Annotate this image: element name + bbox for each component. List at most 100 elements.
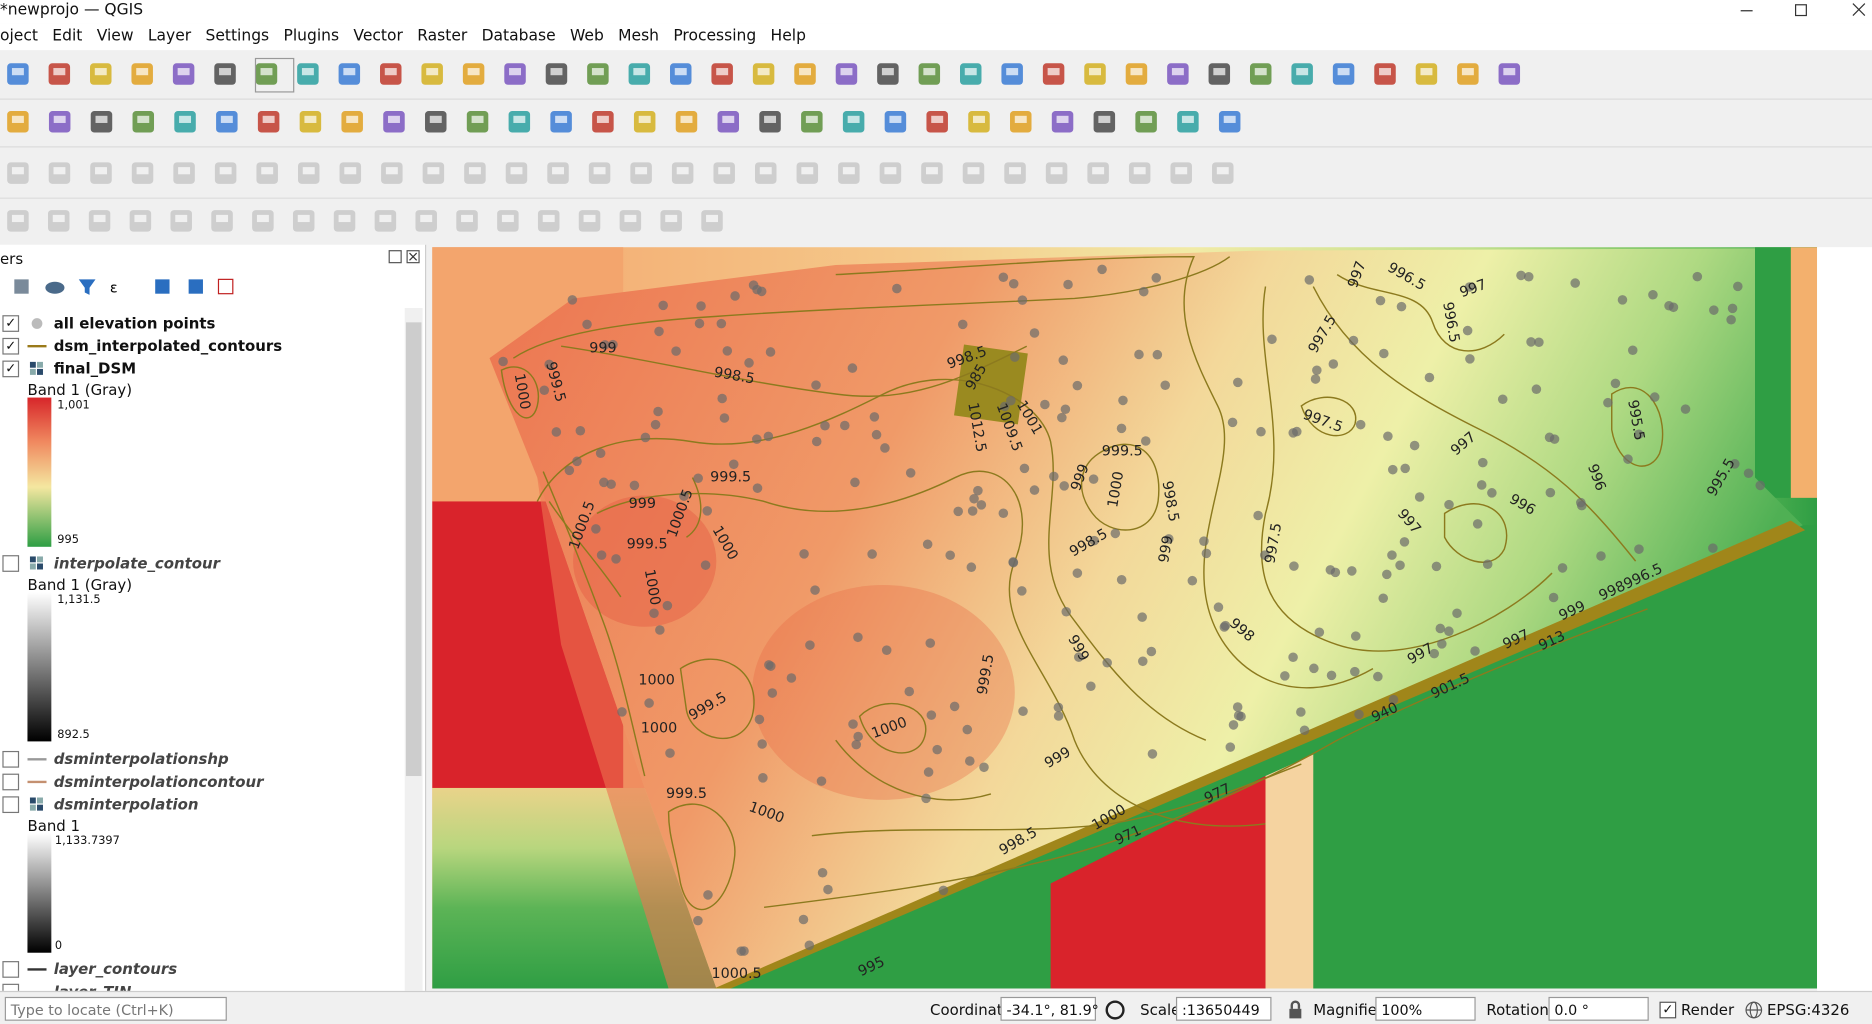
toolbar-button[interactable]: [48, 162, 71, 184]
elevation-point[interactable]: [748, 280, 759, 290]
elevation-point[interactable]: [1304, 275, 1315, 285]
elevation-point[interactable]: [1137, 612, 1147, 622]
toolbar-button[interactable]: [578, 210, 601, 232]
elevation-point[interactable]: [1350, 631, 1361, 641]
elevation-point[interactable]: [756, 286, 767, 297]
toolbar-button[interactable]: [505, 162, 528, 184]
elevation-point[interactable]: [551, 427, 562, 437]
elevation-point[interactable]: [1063, 279, 1073, 290]
elevation-point[interactable]: [700, 560, 711, 570]
elevation-point[interactable]: [640, 432, 651, 443]
elevation-point[interactable]: [798, 914, 809, 925]
toolbar-button[interactable]: [759, 111, 781, 133]
elevation-point[interactable]: [1116, 574, 1127, 585]
elevation-point[interactable]: [1312, 365, 1322, 375]
toolbar-button[interactable]: [1125, 63, 1148, 85]
elevation-point[interactable]: [1617, 295, 1628, 305]
elevation-point[interactable]: [575, 425, 586, 436]
elevation-point[interactable]: [752, 434, 762, 444]
elevation-point[interactable]: [850, 477, 860, 488]
toolbar-button[interactable]: [670, 63, 692, 85]
locator-field[interactable]: Type to locate (Ctrl+K): [4, 996, 227, 1021]
toolbar-button[interactable]: [497, 210, 519, 232]
elevation-point[interactable]: [811, 436, 822, 447]
toolbar-button[interactable]: [752, 63, 775, 85]
elevation-point[interactable]: [880, 443, 890, 453]
elevation-point[interactable]: [702, 506, 713, 516]
toolbar-button[interactable]: [292, 210, 315, 232]
toolbar-button[interactable]: [1218, 111, 1241, 133]
magnifier-field[interactable]: 100%: [1375, 996, 1476, 1021]
elevation-point[interactable]: [679, 491, 689, 501]
toolbar-button[interactable]: [90, 63, 112, 85]
toolbar-button[interactable]: [1084, 63, 1106, 85]
elevation-point[interactable]: [1516, 270, 1526, 281]
toolbar-button[interactable]: [1128, 162, 1151, 184]
elevation-point[interactable]: [1462, 325, 1473, 336]
toolbar-button[interactable]: [464, 162, 486, 184]
toolbar-button[interactable]: [211, 210, 233, 232]
elevation-point[interactable]: [498, 356, 508, 367]
toolbar-button[interactable]: [1167, 63, 1189, 85]
elevation-point[interactable]: [654, 326, 664, 337]
elevation-point[interactable]: [717, 393, 727, 404]
toolbar-button[interactable]: [421, 63, 443, 85]
toolbar-button[interactable]: [545, 63, 568, 85]
elevation-point[interactable]: [1116, 423, 1127, 434]
elevation-point[interactable]: [962, 724, 973, 735]
toolbar-button[interactable]: [90, 162, 112, 184]
toolbar-button[interactable]: [90, 111, 113, 133]
elevation-point[interactable]: [1755, 480, 1766, 491]
elevation-point[interactable]: [1110, 528, 1121, 539]
panel-toolbar[interactable]: ε: [0, 276, 251, 300]
elevation-point[interactable]: [730, 291, 740, 301]
elevation-point[interactable]: [728, 459, 739, 470]
elevation-point[interactable]: [1232, 702, 1243, 712]
elevation-point[interactable]: [1138, 656, 1148, 667]
elevation-point[interactable]: [867, 549, 877, 559]
elevation-point[interactable]: [851, 739, 862, 750]
toolbar-button[interactable]: [48, 63, 71, 85]
elevation-point[interactable]: [871, 429, 882, 440]
elevation-point[interactable]: [816, 776, 827, 786]
toolbar-button[interactable]: [962, 162, 985, 184]
elevation-point[interactable]: [722, 346, 733, 356]
toolbar-button[interactable]: [801, 111, 823, 133]
elevation-point[interactable]: [662, 600, 673, 611]
elevation-point[interactable]: [1730, 459, 1740, 469]
elevation-point[interactable]: [957, 319, 968, 330]
elevation-point[interactable]: [1288, 652, 1298, 663]
elevation-point[interactable]: [1431, 561, 1442, 572]
elevation-point[interactable]: [1058, 355, 1069, 365]
menu-item[interactable]: Raster: [417, 27, 468, 46]
elevation-point[interactable]: [1743, 468, 1754, 479]
elevation-point[interactable]: [1596, 551, 1606, 561]
lock-icon[interactable]: [1287, 999, 1304, 1020]
toolbar-button[interactable]: [132, 111, 155, 133]
elevation-point[interactable]: [1478, 457, 1488, 468]
toolbar-button[interactable]: [383, 111, 405, 133]
elevation-point[interactable]: [905, 468, 916, 478]
elevation-point[interactable]: [1225, 742, 1236, 752]
elevation-point[interactable]: [1576, 500, 1587, 511]
panel-buttons[interactable]: [388, 250, 424, 264]
elevation-point[interactable]: [1437, 639, 1447, 649]
elevation-point[interactable]: [1018, 706, 1028, 716]
elevation-point[interactable]: [923, 767, 934, 777]
toolbar-button[interactable]: [297, 162, 320, 184]
elevation-point[interactable]: [1253, 510, 1263, 521]
toolbar-button[interactable]: [504, 63, 526, 85]
elevation-point[interactable]: [650, 419, 661, 430]
elevation-point[interactable]: [599, 477, 609, 488]
elevation-point[interactable]: [965, 756, 975, 766]
toolbar-button[interactable]: [48, 111, 71, 133]
toolbar-button[interactable]: [1415, 63, 1438, 85]
toolbar-button[interactable]: [537, 210, 560, 232]
elevation-point[interactable]: [1424, 372, 1435, 383]
elevation-point[interactable]: [1523, 271, 1534, 282]
toolbar-button[interactable]: [918, 63, 941, 85]
elevation-point[interactable]: [649, 608, 659, 619]
elevation-point[interactable]: [1072, 380, 1083, 391]
toolbar-button[interactable]: [1291, 63, 1313, 85]
